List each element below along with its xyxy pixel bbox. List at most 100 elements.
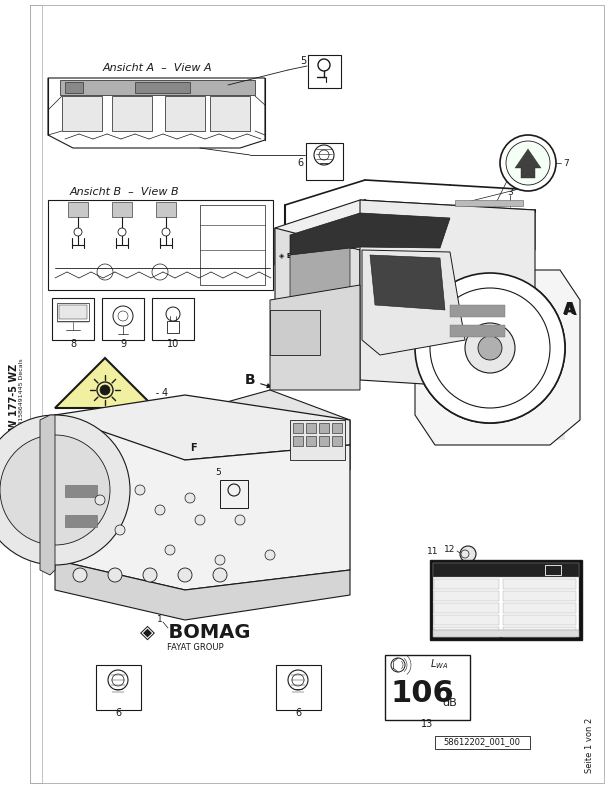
Bar xyxy=(319,436,329,446)
Text: 4: 4 xyxy=(162,388,168,398)
Bar xyxy=(385,655,470,720)
Text: 6: 6 xyxy=(298,158,304,168)
Text: 11: 11 xyxy=(428,548,438,556)
Bar xyxy=(434,615,499,625)
Polygon shape xyxy=(55,560,350,620)
Text: Ansicht A  –  View A: Ansicht A – View A xyxy=(103,63,213,73)
Text: 3: 3 xyxy=(507,188,513,196)
Bar xyxy=(503,579,576,589)
Polygon shape xyxy=(55,358,155,408)
Text: 101.03 101586491402 101586491445 Decals: 101.03 101586491402 101586491445 Decals xyxy=(19,359,24,501)
Bar xyxy=(435,736,530,749)
Bar xyxy=(455,200,523,206)
Polygon shape xyxy=(275,200,535,265)
Text: Made by BOMAG: Made by BOMAG xyxy=(486,631,526,637)
Bar xyxy=(65,515,97,527)
Polygon shape xyxy=(55,395,350,465)
Bar xyxy=(434,603,499,613)
Polygon shape xyxy=(515,149,541,178)
Circle shape xyxy=(215,555,225,565)
Text: 13: 13 xyxy=(421,719,433,729)
Circle shape xyxy=(478,361,484,366)
Text: 6: 6 xyxy=(115,708,121,718)
Bar xyxy=(503,591,576,601)
Bar xyxy=(434,579,499,589)
Circle shape xyxy=(0,435,110,545)
Circle shape xyxy=(465,323,515,373)
Circle shape xyxy=(165,545,175,555)
Circle shape xyxy=(115,525,125,535)
Bar xyxy=(430,560,582,640)
Text: 8: 8 xyxy=(70,339,76,349)
Bar xyxy=(59,305,87,319)
Circle shape xyxy=(108,568,122,582)
Bar xyxy=(332,436,342,446)
Circle shape xyxy=(415,273,565,423)
Circle shape xyxy=(185,493,195,503)
Bar xyxy=(165,96,205,131)
Text: ◈  BOMAG: ◈ BOMAG xyxy=(139,623,250,641)
Bar xyxy=(200,205,265,285)
Circle shape xyxy=(235,515,245,525)
Bar xyxy=(65,485,97,497)
Text: 10: 10 xyxy=(167,339,179,349)
Bar xyxy=(503,627,576,637)
Bar xyxy=(112,202,132,217)
Text: ◈ BOMAG: ◈ BOMAG xyxy=(280,252,317,258)
Text: 58612202_001_00: 58612202_001_00 xyxy=(443,738,521,746)
Polygon shape xyxy=(180,390,350,490)
Bar xyxy=(293,423,303,433)
Circle shape xyxy=(0,415,130,565)
Circle shape xyxy=(496,329,502,336)
Text: A: A xyxy=(563,302,575,317)
Bar xyxy=(62,96,102,131)
Polygon shape xyxy=(40,415,55,575)
Polygon shape xyxy=(415,270,580,445)
Bar xyxy=(220,480,248,508)
Circle shape xyxy=(505,345,511,351)
Text: 1: 1 xyxy=(157,615,163,625)
Bar xyxy=(60,80,255,95)
Bar xyxy=(96,665,141,710)
Circle shape xyxy=(460,546,476,562)
Bar xyxy=(306,143,343,180)
Bar xyxy=(210,96,250,131)
Text: Seite 1 von 2: Seite 1 von 2 xyxy=(585,717,594,772)
Bar xyxy=(450,325,505,337)
Bar xyxy=(433,563,579,637)
Text: dB: dB xyxy=(443,698,457,708)
Bar xyxy=(433,630,579,637)
Circle shape xyxy=(118,228,126,236)
Circle shape xyxy=(469,345,475,351)
Text: 5: 5 xyxy=(300,56,306,66)
Circle shape xyxy=(74,228,82,236)
Circle shape xyxy=(500,135,556,191)
Circle shape xyxy=(143,568,157,582)
Text: 7: 7 xyxy=(563,158,569,168)
Bar xyxy=(433,563,579,577)
Circle shape xyxy=(162,228,170,236)
Bar xyxy=(57,303,89,321)
Bar xyxy=(102,298,144,340)
Polygon shape xyxy=(370,255,445,310)
Bar xyxy=(306,423,316,433)
Bar xyxy=(152,298,194,340)
Circle shape xyxy=(478,329,484,336)
Text: 9: 9 xyxy=(120,339,126,349)
Bar xyxy=(48,200,273,290)
Polygon shape xyxy=(290,213,450,258)
Circle shape xyxy=(478,336,502,360)
Circle shape xyxy=(265,550,275,560)
Bar xyxy=(445,285,565,440)
Text: BW 177-5 WZ: BW 177-5 WZ xyxy=(9,363,19,437)
Text: 7: 7 xyxy=(525,143,531,153)
Circle shape xyxy=(506,141,550,185)
Bar xyxy=(332,423,342,433)
Text: FAYAT GROUP: FAYAT GROUP xyxy=(167,644,224,652)
Polygon shape xyxy=(270,285,360,390)
Circle shape xyxy=(97,382,113,398)
Bar xyxy=(306,436,316,446)
Text: ◈  BOMAG: ◈ BOMAG xyxy=(448,566,491,574)
Text: Ansicht B  –  View B: Ansicht B – View B xyxy=(70,187,180,197)
Polygon shape xyxy=(275,228,360,380)
